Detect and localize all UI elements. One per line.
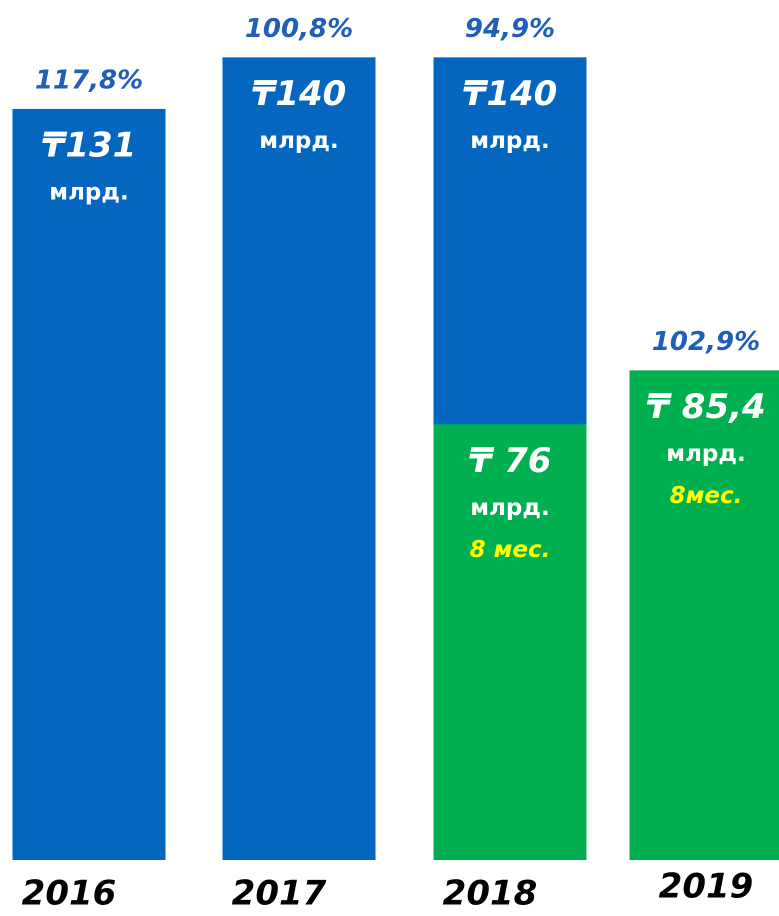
growth-label: 102,9%	[652, 327, 760, 357]
value-label: ₸140	[252, 74, 347, 114]
growth-label: 94,9%	[465, 14, 555, 44]
bar	[629, 370, 779, 860]
unit-label: млрд.	[259, 128, 338, 154]
bar	[222, 57, 376, 861]
value-label: ₸131	[42, 125, 137, 165]
x-tick-label: 2016	[22, 874, 117, 914]
x-tick-label: 2018	[443, 874, 538, 914]
bar	[433, 424, 587, 860]
unit-label: млрд.	[470, 128, 549, 154]
period-label: 8 мес.	[470, 537, 551, 563]
growth-label: 117,8%	[35, 65, 143, 95]
value-label: ₸ 85,4	[646, 387, 765, 427]
x-tick-label: 2019	[659, 867, 754, 907]
value-label: ₸140	[463, 74, 558, 114]
unit-label: млрд.	[666, 441, 745, 467]
unit-label: млрд.	[49, 179, 128, 205]
unit-label: млрд.	[470, 495, 549, 521]
x-tick-label: 2017	[232, 874, 327, 914]
value-label: ₸ 76	[469, 441, 552, 481]
bar	[12, 108, 166, 860]
growth-label: 100,8%	[245, 14, 353, 44]
period-label: 8мес.	[670, 483, 743, 509]
